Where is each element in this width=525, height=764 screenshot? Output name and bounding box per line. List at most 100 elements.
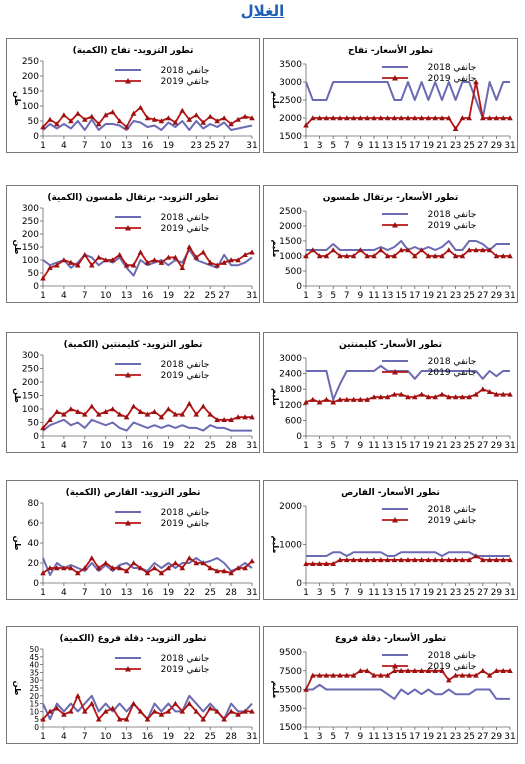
point-2019 <box>439 391 445 397</box>
point-2019 <box>459 394 466 400</box>
panel-clementine-supply: تطور التزويد- كليمنتين (الكمية) 0 50 100 150… <box>6 332 260 453</box>
point-2019 <box>137 708 144 714</box>
x-tick-label: 31 <box>504 291 515 301</box>
point-2019 <box>507 253 513 259</box>
legend-marker-2019 <box>125 666 131 672</box>
point-2019 <box>61 565 67 571</box>
point-2019 <box>323 672 330 678</box>
point-2019 <box>391 115 398 121</box>
x-tick-label: 17 <box>409 291 420 301</box>
series-line-2018 <box>305 81 510 119</box>
x-tick-label: 5 <box>330 291 336 301</box>
x-tick-label: 9 <box>358 588 364 598</box>
page-title: الغلال <box>240 2 285 20</box>
point-2019 <box>130 403 137 409</box>
x-tick-label: 25 <box>204 441 215 451</box>
x-tick-label: 23 <box>191 141 202 151</box>
y-tick-label: 100 <box>22 102 39 112</box>
x-tick-label: 31 <box>246 441 257 451</box>
point-2019 <box>486 115 493 121</box>
point-2019 <box>466 557 472 563</box>
point-2019 <box>123 716 130 722</box>
chart-strawberry-supply: تطور التزويد- القارص (الكمية) 0 20 40 60 80 طن… <box>13 488 258 598</box>
x-tick-label: 22 <box>184 732 195 742</box>
point-2019 <box>316 399 323 405</box>
legend-marker-2019 <box>125 372 131 378</box>
x-tick-label: 16 <box>142 141 154 151</box>
point-2019 <box>357 557 364 563</box>
x-tick-label: 19 <box>163 141 175 151</box>
point-2019 <box>357 115 364 121</box>
point-2019 <box>228 708 234 714</box>
point-2019 <box>412 557 418 563</box>
point-2019 <box>330 560 336 566</box>
x-tick-label: 22 <box>184 441 195 451</box>
point-2019 <box>378 115 384 121</box>
point-2019 <box>158 259 165 265</box>
point-2019 <box>116 411 123 417</box>
point-2019 <box>179 265 186 271</box>
point-2019 <box>384 672 391 678</box>
point-2019 <box>95 565 102 571</box>
x-tick-label: 7 <box>344 291 350 301</box>
x-tick-label: 17 <box>409 141 420 151</box>
x-tick-label: 15 <box>395 441 406 451</box>
point-2019 <box>391 667 398 673</box>
y-tick-label: 3000 <box>279 78 302 88</box>
x-tick-label: 10 <box>100 441 112 451</box>
x-tick-label: 11 <box>368 588 379 598</box>
y-tick-label: 2000 <box>279 114 302 124</box>
point-2019 <box>303 399 309 405</box>
point-2019 <box>116 565 123 571</box>
point-2019 <box>54 262 60 268</box>
y-tick-label: 1000 <box>279 252 302 262</box>
x-tick-label: 29 <box>491 732 503 742</box>
panel-apple-supply: تطور التزويد- تفاح (الكمية) 0 50 100 150 200 2… <box>6 38 260 153</box>
point-2019 <box>40 425 46 431</box>
point-2019 <box>54 408 60 414</box>
point-2019 <box>47 265 53 271</box>
x-tick-label: 1 <box>40 441 46 451</box>
x-tick-label: 7 <box>82 588 88 598</box>
x-tick-label: 19 <box>423 588 435 598</box>
x-tick-label: 4 <box>61 291 67 301</box>
point-2019 <box>432 394 438 400</box>
x-tick-label: 15 <box>395 291 406 301</box>
x-tick-label: 5 <box>330 588 336 598</box>
point-2019 <box>425 667 432 673</box>
y-tick-label: 7500 <box>279 667 302 677</box>
point-2019 <box>378 394 384 400</box>
y-tick-label: 35 <box>29 668 39 677</box>
y-axis-label: طن <box>13 681 22 696</box>
y-tick-label: 300 <box>22 351 39 361</box>
x-tick-label: 7 <box>82 291 88 301</box>
x-tick-label: 15 <box>395 732 406 742</box>
point-2019 <box>221 417 227 423</box>
point-2019 <box>75 693 81 699</box>
series-line-2018 <box>306 364 510 401</box>
point-2019 <box>102 112 109 118</box>
y-tick-label: 9500 <box>279 648 302 658</box>
point-2019 <box>459 115 466 121</box>
point-2019 <box>344 115 350 121</box>
point-2019 <box>371 115 377 121</box>
point-2019 <box>446 557 452 563</box>
point-2019 <box>151 708 158 714</box>
legend-label-2018: جانفي 2018 <box>161 66 210 76</box>
point-2019 <box>446 677 452 683</box>
point-2019 <box>95 254 102 260</box>
point-2019 <box>249 708 255 714</box>
point-2019 <box>172 560 179 566</box>
point-2019 <box>68 565 74 571</box>
x-tick-label: 25 <box>463 732 474 742</box>
x-tick-label: 25 <box>204 588 215 598</box>
x-tick-label: 21 <box>436 441 447 451</box>
point-2019 <box>418 391 425 397</box>
point-2019 <box>473 79 479 85</box>
legend-label-2018: جانفي 2018 <box>161 213 210 223</box>
point-2019 <box>165 565 172 571</box>
y-tick-label: 2400 <box>279 370 302 380</box>
point-2019 <box>364 115 370 121</box>
point-2019 <box>249 414 255 420</box>
point-2019 <box>486 672 493 678</box>
